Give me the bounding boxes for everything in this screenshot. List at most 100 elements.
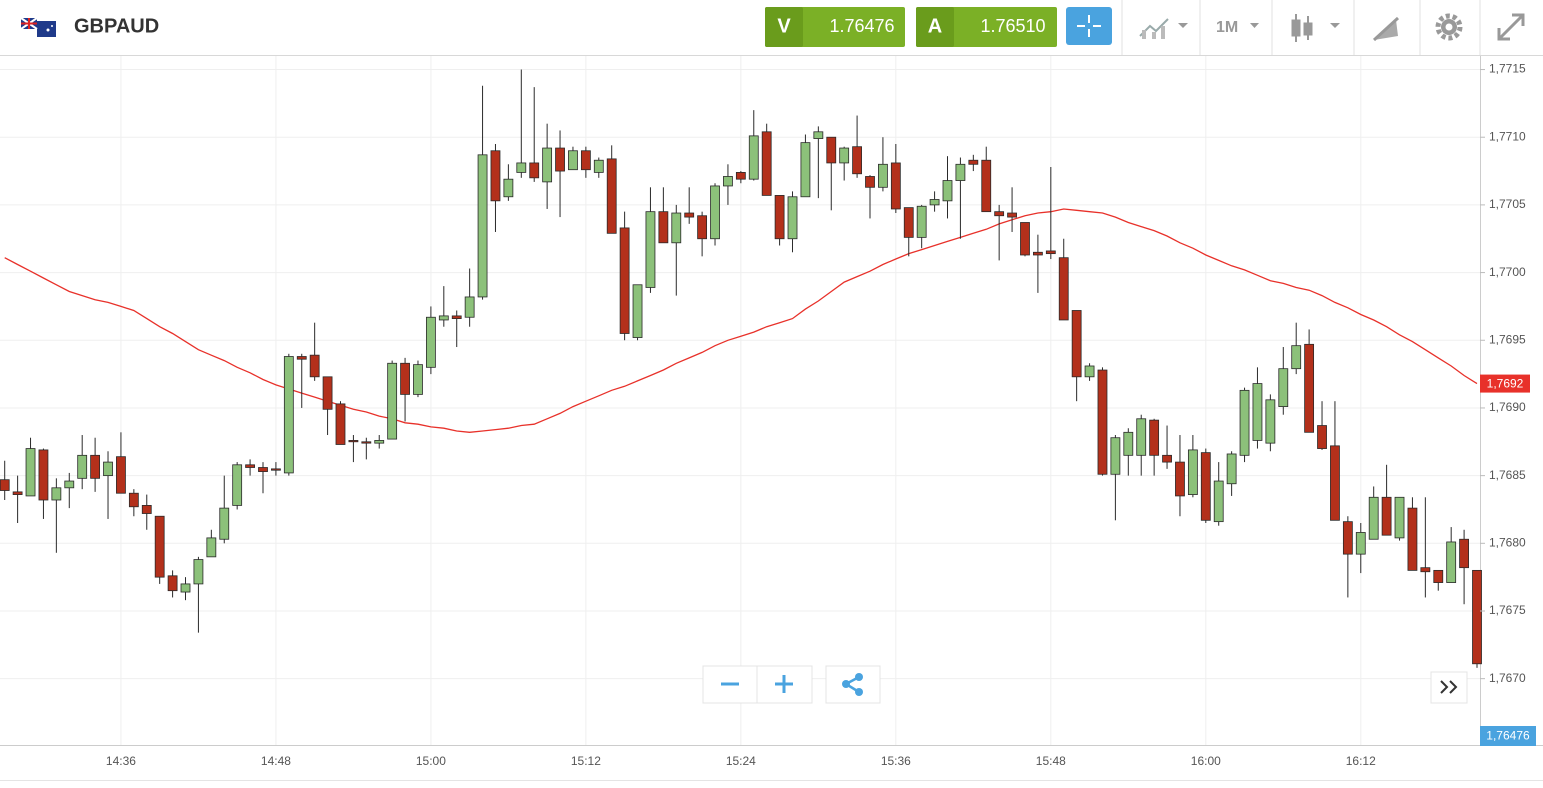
candle-body — [413, 364, 423, 395]
candle-body — [283, 356, 294, 474]
axes: 1,7715 1,7710 1,7705 1,7700 1,7695 1,7690 1,76… — [106, 62, 1530, 768]
candle-body — [219, 507, 230, 540]
candle-body — [929, 199, 940, 206]
candle-body — [1317, 425, 1327, 449]
candle-body — [38, 449, 49, 501]
candle-body — [1368, 496, 1379, 540]
candle-body — [374, 440, 385, 444]
candle-body — [25, 448, 36, 497]
candle-body — [400, 362, 410, 395]
candle-body — [464, 296, 475, 318]
candle-body — [387, 362, 398, 440]
y-tick-label: 1,7700 — [1489, 265, 1526, 279]
candle-body — [878, 163, 888, 188]
draw-button[interactable] — [1372, 16, 1400, 42]
candle-body — [1394, 496, 1405, 539]
candle-body — [723, 176, 733, 187]
candle-body — [258, 467, 268, 472]
candle-body — [425, 316, 436, 368]
share-button[interactable] — [825, 665, 881, 704]
candle-body — [981, 159, 992, 213]
chart-type-button[interactable] — [1139, 18, 1188, 39]
candle-body — [1213, 480, 1224, 523]
candle-body — [968, 159, 979, 165]
scroll-end-button[interactable] — [1430, 671, 1468, 704]
ask-tag: A — [928, 15, 942, 37]
candle-body — [1278, 368, 1289, 407]
x-tick-label: 14:36 — [106, 754, 136, 768]
candle-body — [1459, 538, 1469, 569]
candle-body — [1097, 369, 1108, 475]
settings-button[interactable] — [1435, 13, 1463, 41]
candle-body — [1239, 389, 1250, 456]
candles-button[interactable] — [1291, 14, 1340, 42]
y-tick-label: 1,7685 — [1489, 468, 1526, 482]
sell-button[interactable]: V 1.76476 — [765, 7, 905, 47]
candle-body — [1123, 431, 1134, 456]
candle-body — [1420, 567, 1431, 573]
candle-body — [0, 479, 10, 491]
y-tick-label: 1,7710 — [1489, 129, 1526, 143]
candle-body — [942, 180, 953, 202]
candle-body — [697, 215, 708, 240]
candle-body — [12, 491, 23, 495]
candle-body — [787, 196, 798, 240]
price-label: 1,76476 — [1486, 729, 1530, 743]
candle-body — [529, 162, 540, 179]
candle-body — [1304, 343, 1315, 433]
candle-body — [116, 456, 126, 494]
candle-body — [903, 207, 914, 238]
candle-body — [813, 131, 824, 139]
candle-body — [916, 205, 927, 238]
x-tick-label: 16:12 — [1346, 754, 1376, 768]
candle-body — [103, 461, 113, 477]
toolbar-separators — [1121, 0, 1481, 55]
ask-price: 1.76510 — [980, 16, 1045, 36]
candle-body — [593, 159, 604, 173]
candle-body — [1433, 569, 1444, 583]
candle-body — [568, 150, 578, 171]
buy-button[interactable]: A 1.76510 — [916, 7, 1057, 47]
candle-body — [1472, 569, 1482, 665]
candle-body — [361, 441, 372, 444]
candle-body — [1252, 383, 1263, 441]
candle-body — [1200, 452, 1211, 521]
candle-body — [1175, 461, 1185, 497]
candle-body — [167, 575, 178, 592]
timeframe-button[interactable]: 1M — [1216, 19, 1259, 36]
candle-body — [206, 537, 217, 558]
x-tick-label: 15:24 — [726, 754, 756, 768]
ma-tag — [1480, 374, 1530, 393]
zoom-in-button[interactable] — [756, 665, 813, 704]
candle-body — [1342, 521, 1353, 555]
candle-body — [90, 454, 101, 479]
candle-body — [1330, 445, 1340, 521]
candle-body — [606, 158, 617, 234]
candle-body — [296, 356, 307, 360]
candle-body — [1162, 454, 1172, 463]
y-tick-label: 1,7695 — [1489, 332, 1526, 346]
candles — [0, 69, 1482, 668]
candle-body — [335, 403, 346, 445]
y-tick-label: 1,7680 — [1489, 535, 1526, 549]
candle-body — [1084, 365, 1095, 378]
ma-layer — [4, 208, 1478, 433]
candle-body — [1071, 310, 1082, 378]
x-tick-label: 16:00 — [1191, 754, 1221, 768]
ma-label: 1,7692 — [1487, 376, 1524, 390]
flag — [20, 17, 56, 37]
candle-body — [658, 211, 669, 244]
y-tick-label: 1,7675 — [1489, 603, 1526, 617]
fullscreen-button[interactable] — [1497, 13, 1525, 41]
candle-body — [1136, 418, 1147, 456]
candle-body — [1187, 449, 1198, 495]
zoom-out-button[interactable] — [702, 665, 758, 704]
candle-body — [542, 147, 553, 183]
candle-body — [761, 131, 772, 196]
crosshair-button[interactable] — [1066, 7, 1112, 45]
candle-body — [645, 211, 656, 288]
candle-body — [1381, 496, 1392, 536]
candle-body — [826, 136, 837, 164]
candle-body — [128, 492, 139, 508]
